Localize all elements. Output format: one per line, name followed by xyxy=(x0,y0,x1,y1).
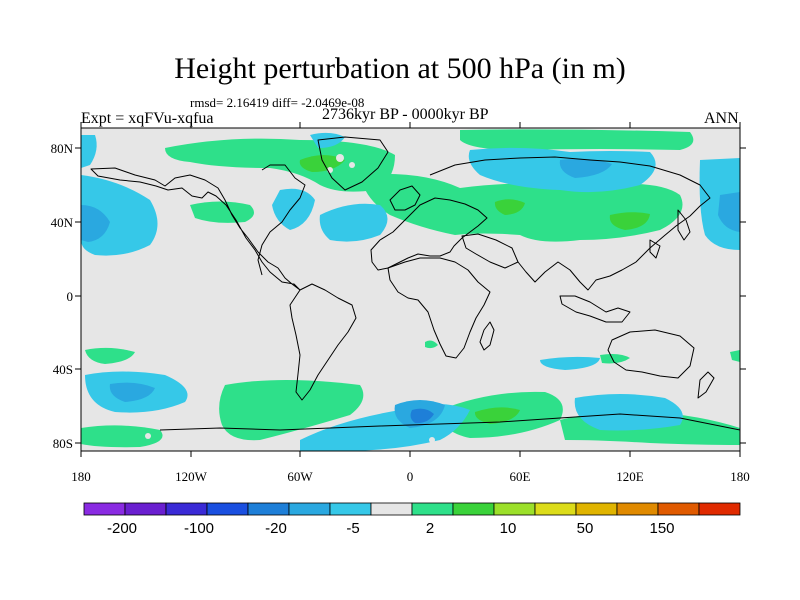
y-tick-label: 40N xyxy=(51,215,74,230)
colorbar-box xyxy=(370,502,413,516)
colorbar-box xyxy=(616,502,659,516)
height-field-shading xyxy=(81,129,740,451)
colorbar-label: 10 xyxy=(500,520,517,537)
colorbar-label: -100 xyxy=(184,520,214,537)
rmsd-diff-line: rmsd= 2.16419 diff= -2.0469e-08 xyxy=(190,95,365,110)
x-tick-label: 0 xyxy=(407,469,414,484)
colorbar xyxy=(83,502,741,516)
colorbar-label: 2 xyxy=(426,520,434,537)
colorbar-box xyxy=(206,502,249,516)
y-tick-label: 80N xyxy=(51,141,74,156)
colorbar-box xyxy=(575,502,618,516)
colorbar-box xyxy=(411,502,454,516)
x-tick-label: 120W xyxy=(175,469,208,484)
x-tick-label: 60W xyxy=(287,469,313,484)
period-label: 2736kyr BP - 0000kyr BP xyxy=(322,106,489,123)
colorbar-label: 150 xyxy=(649,520,674,537)
colorbar-box xyxy=(288,502,331,516)
coastlines xyxy=(90,136,740,431)
colorbar-box xyxy=(698,502,741,516)
y-tick-label: 40S xyxy=(53,362,73,377)
colorbar-box xyxy=(534,502,577,516)
y-axis-ticks xyxy=(75,147,746,444)
x-axis-ticks xyxy=(80,122,741,457)
experiment-label: Expt = xqFVu-xqfua xyxy=(81,110,214,127)
colorbar-label: 50 xyxy=(577,520,594,537)
colorbar-box xyxy=(452,502,495,516)
map-title: Height perturbation at 500 hPa (in m) xyxy=(174,52,626,85)
colorbar-box xyxy=(329,502,372,516)
colorbar-label: -200 xyxy=(107,520,137,537)
colorbar-label: -5 xyxy=(346,520,359,537)
x-tick-label: 60E xyxy=(510,469,531,484)
y-tick-label: 0 xyxy=(67,289,74,304)
x-tick-label: 180 xyxy=(730,469,750,484)
colorbar-box xyxy=(247,502,290,516)
colorbar-box xyxy=(124,502,167,516)
y-tick-label: 80S xyxy=(53,436,73,451)
season-label: ANN xyxy=(704,110,739,127)
colorbar-box xyxy=(83,502,126,516)
x-tick-label: 120E xyxy=(616,469,644,484)
colorbar-box xyxy=(493,502,536,516)
x-tick-label: 180 xyxy=(71,469,91,484)
colorbar-box xyxy=(657,502,700,516)
colorbar-label: -20 xyxy=(265,520,287,537)
colorbar-box xyxy=(165,502,208,516)
colorbar-labels: -200 -100 -20 -5 2 10 50 150 xyxy=(107,520,675,537)
